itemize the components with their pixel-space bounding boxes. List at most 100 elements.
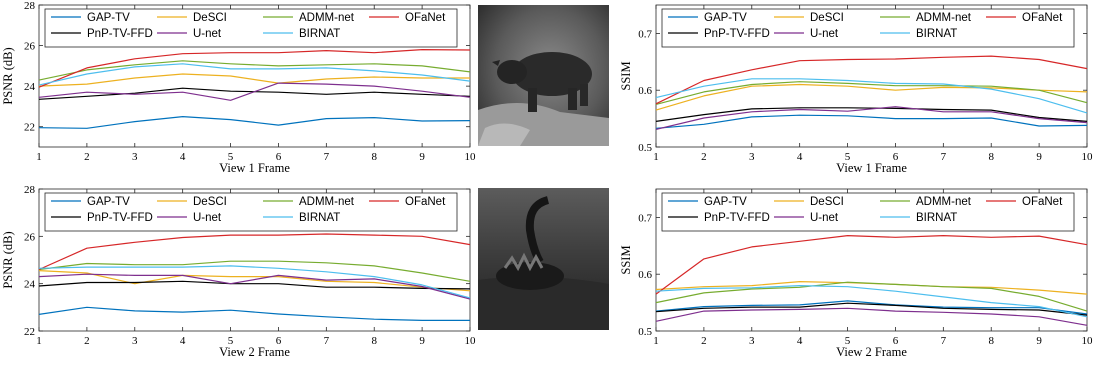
chart-4: 1 2 3 4 5 6 7 8 9 10 0.5 0.6 0.7 View 2 Frame SSIM GAP-… — [619, 188, 1094, 359]
x-axis-label: View 1 Frame — [219, 161, 290, 175]
x-tick-label: 10 — [1082, 335, 1094, 347]
chart-1: 1 2 3 4 5 6 7 8 9 10 22 24 26 28 View 1 Frame PSNR (dB)… — [1, 0, 476, 175]
y-tick-label: 22 — [24, 122, 35, 134]
series-line-ADMM-net — [655, 281, 1088, 312]
series-line-OFaNet — [655, 55, 1088, 105]
legend-entry: ADMM-net — [299, 12, 355, 24]
x-tick-label: 3 — [132, 151, 138, 163]
y-tick-label: 0.7 — [638, 212, 652, 224]
chart-2: 1 2 3 4 5 6 7 8 9 10 0.5 0.6 0.7 View 1 Frame SSIM GAP-… — [619, 4, 1094, 175]
legend-entry: PnP-TV-FFD — [87, 212, 153, 224]
chart-3: 1 2 3 4 5 6 7 8 9 10 22 24 26 28 View 2 Frame PSNR (dB)… — [1, 184, 476, 359]
legend-entry: BIRNAT — [916, 28, 957, 40]
y-axis-label: PSNR (dB) — [1, 47, 15, 104]
x-tick-label: 7 — [324, 151, 330, 163]
x-tick-label: 6 — [276, 151, 282, 163]
legend-entry: PnP-TV-FFD — [704, 28, 770, 40]
series-line-PnP-TV-FFD — [655, 302, 1088, 316]
y-tick-label: 26 — [24, 41, 36, 53]
legend — [661, 192, 1075, 232]
series-line-GAP-TV — [38, 115, 471, 129]
y-tick-label: 26 — [24, 231, 36, 243]
y-tick-label: 0.5 — [638, 326, 652, 338]
x-tick-label: 4 — [180, 151, 186, 163]
series-line-DeSCI — [38, 73, 470, 87]
y-tick-label: 0.7 — [638, 28, 652, 40]
legend-entry: U-net — [810, 212, 839, 224]
y-tick-label: 22 — [24, 326, 35, 338]
legend-entry: ADMM-net — [916, 12, 972, 24]
series-line-ADMM-net — [655, 81, 1088, 105]
y-tick-label: 0.6 — [638, 269, 652, 281]
x-tick-label: 9 — [1036, 335, 1042, 347]
series-line-DeSCI — [38, 270, 471, 292]
series-line-GAP-TV — [655, 114, 1088, 129]
x-tick-label: 3 — [749, 335, 755, 347]
x-tick-label: 2 — [84, 151, 90, 163]
y-tick-label: 28 — [24, 0, 36, 12]
series-line-OFaNet — [655, 235, 1088, 295]
legend-entry: GAP-TV — [87, 12, 130, 24]
x-tick-label: 4 — [180, 335, 186, 347]
x-axis-label: View 2 Frame — [219, 345, 290, 359]
bear-photo — [478, 5, 609, 146]
x-tick-label: 9 — [419, 151, 425, 163]
x-tick-label: 5 — [228, 151, 234, 163]
legend-entry: OFaNet — [405, 12, 446, 24]
legend-entry: BIRNAT — [916, 212, 957, 224]
x-tick-label: 6 — [893, 335, 899, 347]
legend — [44, 192, 458, 232]
x-tick-label: 1 — [653, 151, 659, 163]
legend — [661, 8, 1075, 48]
x-tick-label: 6 — [276, 335, 282, 347]
legend-entry: GAP-TV — [704, 196, 747, 208]
x-tick-label: 6 — [893, 151, 899, 163]
series-line-BIRNAT — [655, 285, 1088, 318]
x-tick-label: 5 — [228, 335, 234, 347]
series-line-PnP-TV-FFD — [38, 280, 471, 290]
legend-entry: OFaNet — [1022, 196, 1063, 208]
x-tick-label: 3 — [749, 151, 755, 163]
x-tick-label: 10 — [465, 335, 477, 347]
x-tick-label: 7 — [941, 151, 947, 163]
x-tick-label: 1 — [653, 335, 659, 347]
y-tick-label: 24 — [24, 279, 36, 291]
x-tick-label: 3 — [132, 335, 138, 347]
x-tick-label: 1 — [36, 335, 42, 347]
x-axis-label: View 2 Frame — [836, 345, 907, 359]
x-tick-label: 4 — [797, 151, 803, 163]
legend-entry: DeSCI — [193, 12, 227, 24]
x-tick-label: 2 — [701, 335, 707, 347]
x-axis-label: View 1 Frame — [836, 161, 907, 175]
legend-entry: ADMM-net — [299, 196, 355, 208]
x-tick-label: 5 — [845, 151, 851, 163]
series-line-BIRNAT — [38, 265, 471, 299]
x-tick-label: 7 — [324, 335, 330, 347]
legend-entry: BIRNAT — [299, 28, 340, 40]
series-line-U-net — [38, 82, 471, 101]
y-axis-label: PSNR (dB) — [1, 231, 15, 288]
series-line-ADMM-net — [38, 60, 471, 81]
series-line-OFaNet — [38, 233, 471, 271]
x-tick-label: 10 — [465, 151, 477, 163]
series-line-U-net — [655, 106, 1088, 130]
legend-entry: U-net — [810, 28, 839, 40]
x-tick-label: 8 — [371, 335, 377, 347]
y-axis-label: SSIM — [619, 245, 633, 274]
y-tick-label: 0.5 — [638, 142, 652, 154]
y-tick-label: 24 — [24, 81, 36, 93]
x-tick-label: 8 — [371, 151, 377, 163]
legend-entry: BIRNAT — [299, 212, 340, 224]
x-tick-label: 9 — [419, 335, 425, 347]
x-tick-label: 10 — [1082, 151, 1094, 163]
y-tick-label: 28 — [24, 184, 36, 196]
legend-entry: OFaNet — [1022, 12, 1063, 24]
series-line-BIRNAT — [38, 63, 471, 86]
legend-entry: GAP-TV — [87, 196, 130, 208]
x-tick-label: 2 — [701, 151, 707, 163]
series-line-BIRNAT — [655, 78, 1088, 114]
series-line-OFaNet — [38, 48, 471, 88]
x-tick-label: 4 — [797, 335, 803, 347]
y-axis-label: SSIM — [619, 61, 633, 90]
legend-entry: GAP-TV — [704, 12, 747, 24]
